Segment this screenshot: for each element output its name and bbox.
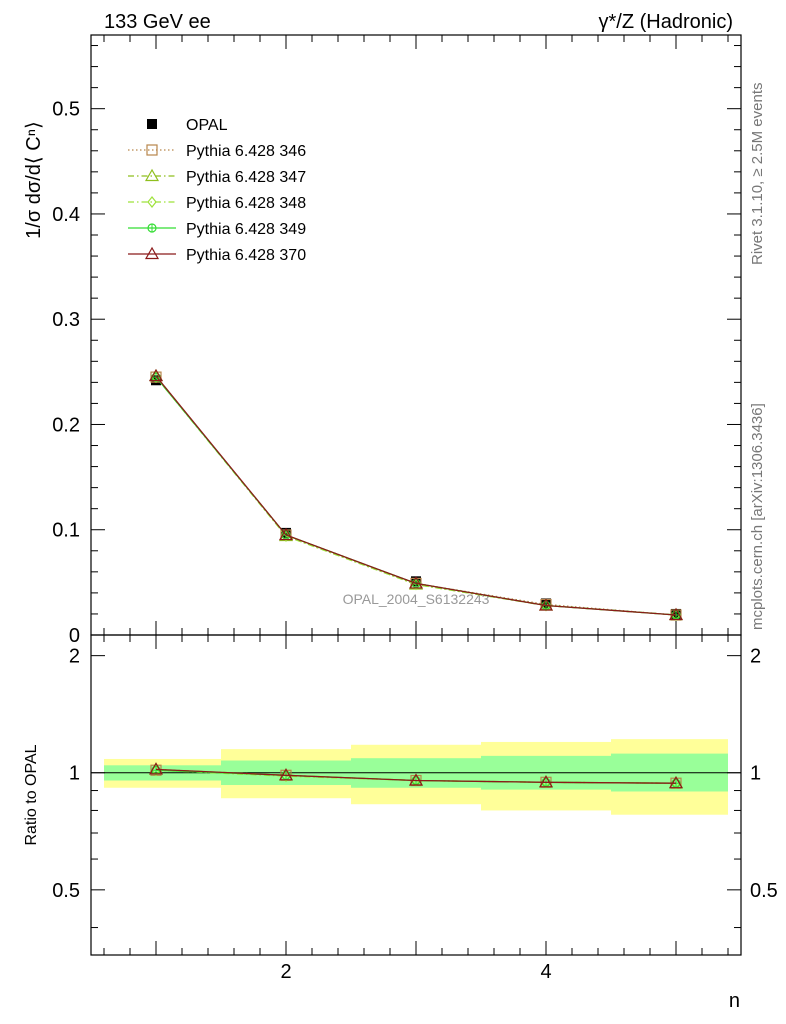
main-data-point [538, 598, 554, 611]
main-y-tick-label: 0.4 [52, 204, 80, 226]
legend-marker [147, 119, 157, 129]
x-axis-label: n [729, 990, 740, 1012]
legend-item: OPAL [147, 117, 228, 134]
ratio-y-tick-label-right: 2 [750, 646, 761, 668]
ratio-data-point [668, 775, 684, 789]
main-y-tick-labels: 0 0.1 0.2 0.3 0.4 0.5 [52, 99, 80, 647]
main-series-group [148, 368, 684, 621]
legend-item: Pythia 6.428 349 [128, 221, 306, 238]
legend-item: Pythia 6.428 346 [128, 143, 306, 160]
legend-marker [144, 246, 160, 260]
main-series [148, 368, 684, 621]
ratio-series-group [148, 762, 684, 790]
main-y-tick-label: 0.3 [52, 309, 80, 331]
main-series [151, 372, 681, 620]
ratio-y-tick-label: 1 [69, 763, 80, 785]
legend-label: Pythia 6.428 347 [186, 169, 306, 186]
main-data-point [148, 368, 164, 382]
analysis-watermark: OPAL_2004_S6132243 [343, 591, 490, 607]
legend-label: Pythia 6.428 349 [186, 221, 306, 238]
ratio-data-point [278, 768, 294, 781]
ratio-y-tick-label: 2 [69, 646, 80, 668]
legend-item: Pythia 6.428 347 [128, 168, 306, 186]
ratio-series [148, 762, 684, 789]
legend-label: Pythia 6.428 348 [186, 195, 306, 212]
ratio-y-tick-label-right: 0.5 [750, 880, 778, 902]
x-tick-label: 4 [540, 961, 551, 983]
main-y-tick-label: 0.5 [52, 99, 80, 121]
main-y-tick-label: 0.1 [52, 520, 80, 542]
rivet-label: Rivet 3.1.10, ≥ 2.5M events [749, 83, 766, 266]
legend-label: Pythia 6.428 370 [186, 247, 306, 264]
main-y-axis-label: 1/σ dσ/d⟨ Cⁿ⟩ [23, 121, 45, 239]
main-data-point [278, 527, 294, 541]
ratio-y-tick-labels: 0.5 0.5 1 1 2 2 [52, 646, 778, 902]
main-series-line [155, 375, 677, 616]
legend-label: OPAL [186, 117, 228, 134]
legend-marker [146, 144, 158, 156]
legend-marker [147, 223, 157, 233]
chart-title-right: γ*/Z (Hadronic) [599, 11, 733, 33]
legend-label: Pythia 6.428 346 [186, 143, 306, 160]
legend-marker [144, 168, 160, 182]
legend-marker [147, 196, 157, 208]
ratio-series-line [155, 768, 677, 784]
main-data-point [408, 576, 424, 589]
legend-item: Pythia 6.428 370 [128, 246, 306, 264]
main-y-tick-label: 0.2 [52, 414, 80, 436]
ratio-panel-frame [90, 634, 742, 956]
ratio-data-point [148, 762, 164, 775]
mcplots-label: mcplots.cern.ch [arXiv:1306.3436] [749, 403, 766, 630]
legend: OPAL Pythia 6.428 346 Pythia 6.428 347 Pyth… [128, 117, 306, 264]
ratio-data-point [408, 773, 424, 786]
legend-item: Pythia 6.428 348 [128, 195, 306, 212]
chart-title-left: 133 GeV ee [104, 11, 211, 33]
main-data-point [668, 607, 684, 621]
ratio-data-point [538, 775, 554, 788]
x-tick-label: 2 [280, 961, 291, 983]
ratio-y-axis-label: Ratio to OPAL [23, 744, 40, 845]
main-y-tick-label: 0 [69, 625, 80, 647]
ratio-y-tick-label-right: 1 [750, 763, 761, 785]
ratio-y-tick-label: 0.5 [52, 880, 80, 902]
